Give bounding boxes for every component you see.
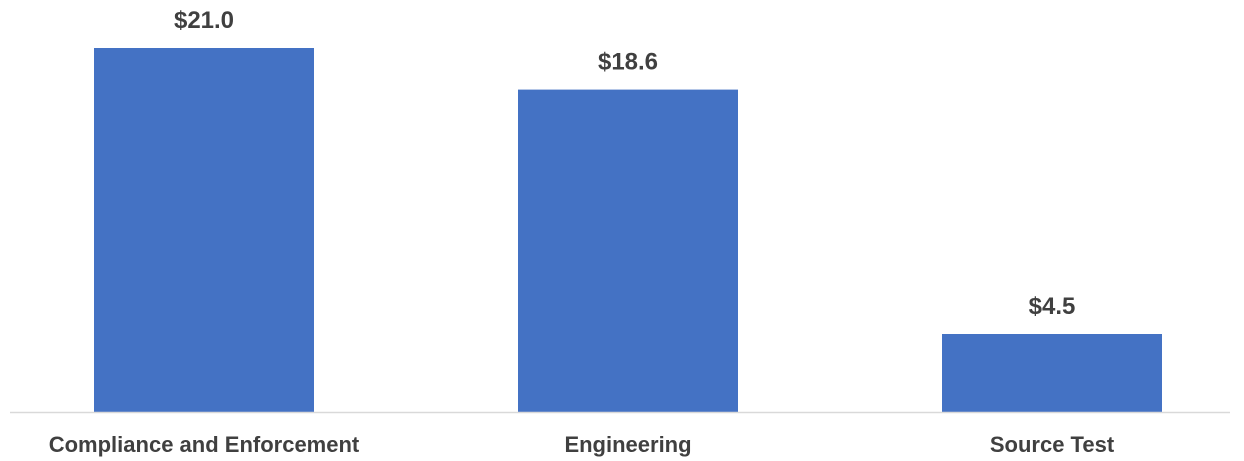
data-label-engineering: $18.6: [598, 49, 658, 76]
category-label-engineering: Engineering: [564, 432, 691, 457]
bar-source-test: [942, 334, 1162, 412]
category-label-source-test: Source Test: [990, 432, 1115, 457]
bar-compliance-and-enforcement: [94, 48, 314, 412]
bar-engineering: [518, 89, 738, 412]
data-label-compliance-and-enforcement: $21.0: [174, 7, 234, 34]
data-label-source-test: $4.5: [1029, 293, 1076, 320]
category-label-compliance-and-enforcement: Compliance and Enforcement: [49, 432, 360, 457]
data-labels-group: $21.0 $18.6 $4.5: [174, 7, 1075, 320]
category-labels-group: Compliance and Enforcement Engineering Sou…: [49, 432, 1115, 457]
bars-group: [94, 48, 1162, 412]
